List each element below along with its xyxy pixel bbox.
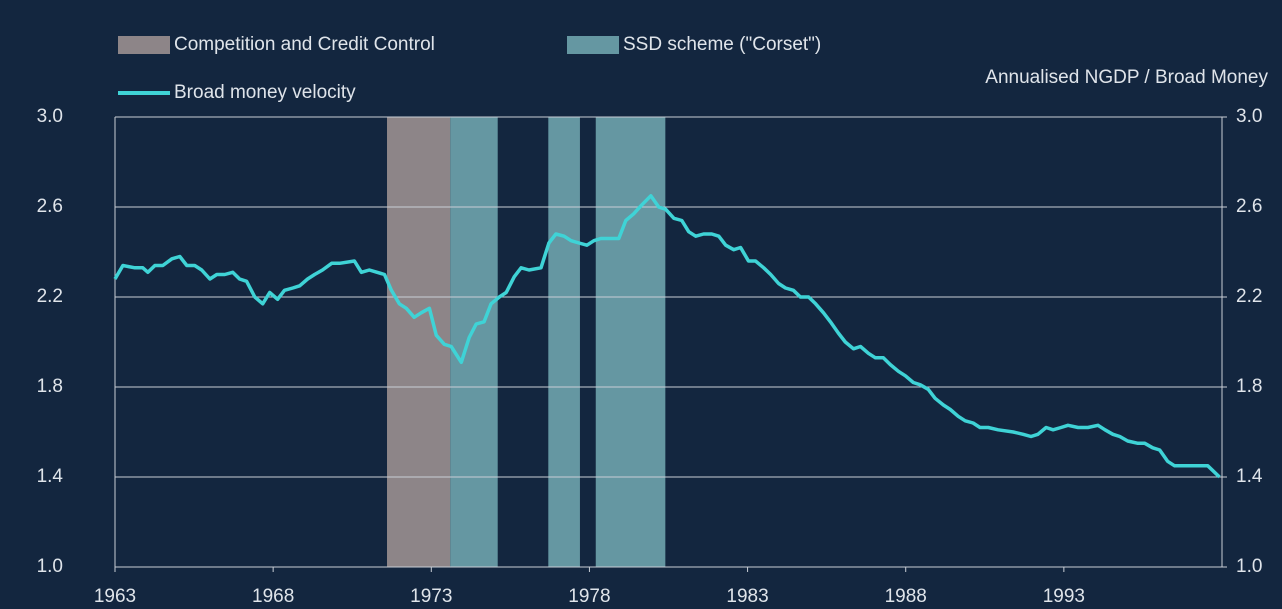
x-tick-label: 1973: [410, 586, 452, 607]
x-tick-label: 1993: [1043, 586, 1085, 607]
legend-label: Broad money velocity: [174, 82, 356, 103]
y-tick-label: 2.2: [37, 286, 63, 307]
x-tick-label: 1983: [726, 586, 768, 607]
shaded-region: [450, 117, 498, 567]
x-tick-label: 1988: [885, 586, 927, 607]
shaded-region: [387, 117, 451, 567]
legend-label: Competition and Credit Control: [174, 34, 435, 55]
y-tick-label: 1.0: [37, 556, 63, 577]
y2-tick-label: 2.6: [1236, 196, 1262, 217]
y2-tick-label: 2.2: [1236, 286, 1262, 307]
y2-tick-label: 1.8: [1236, 376, 1262, 397]
y-tick-label: 1.4: [37, 466, 64, 487]
shaded-region: [595, 117, 666, 567]
shaded-region: [548, 117, 580, 567]
x-tick-label: 1978: [568, 586, 610, 607]
legend-swatch: [118, 36, 170, 54]
legend-label: SSD scheme ("Corset"): [623, 34, 821, 55]
legend-swatch: [567, 36, 619, 54]
x-tick-label: 1963: [94, 586, 136, 607]
x-tick-label: 1968: [252, 586, 294, 607]
y-tick-label: 3.0: [37, 106, 63, 127]
y2-axis-label: Annualised NGDP / Broad Money: [985, 67, 1268, 88]
y-tick-label: 1.8: [37, 376, 63, 397]
y2-tick-label: 3.0: [1236, 106, 1262, 127]
data-line: [113, 194, 1221, 479]
y-tick-label: 2.6: [37, 196, 63, 217]
y2-tick-label: 1.4: [1236, 466, 1263, 487]
y2-tick-label: 1.0: [1236, 556, 1262, 577]
